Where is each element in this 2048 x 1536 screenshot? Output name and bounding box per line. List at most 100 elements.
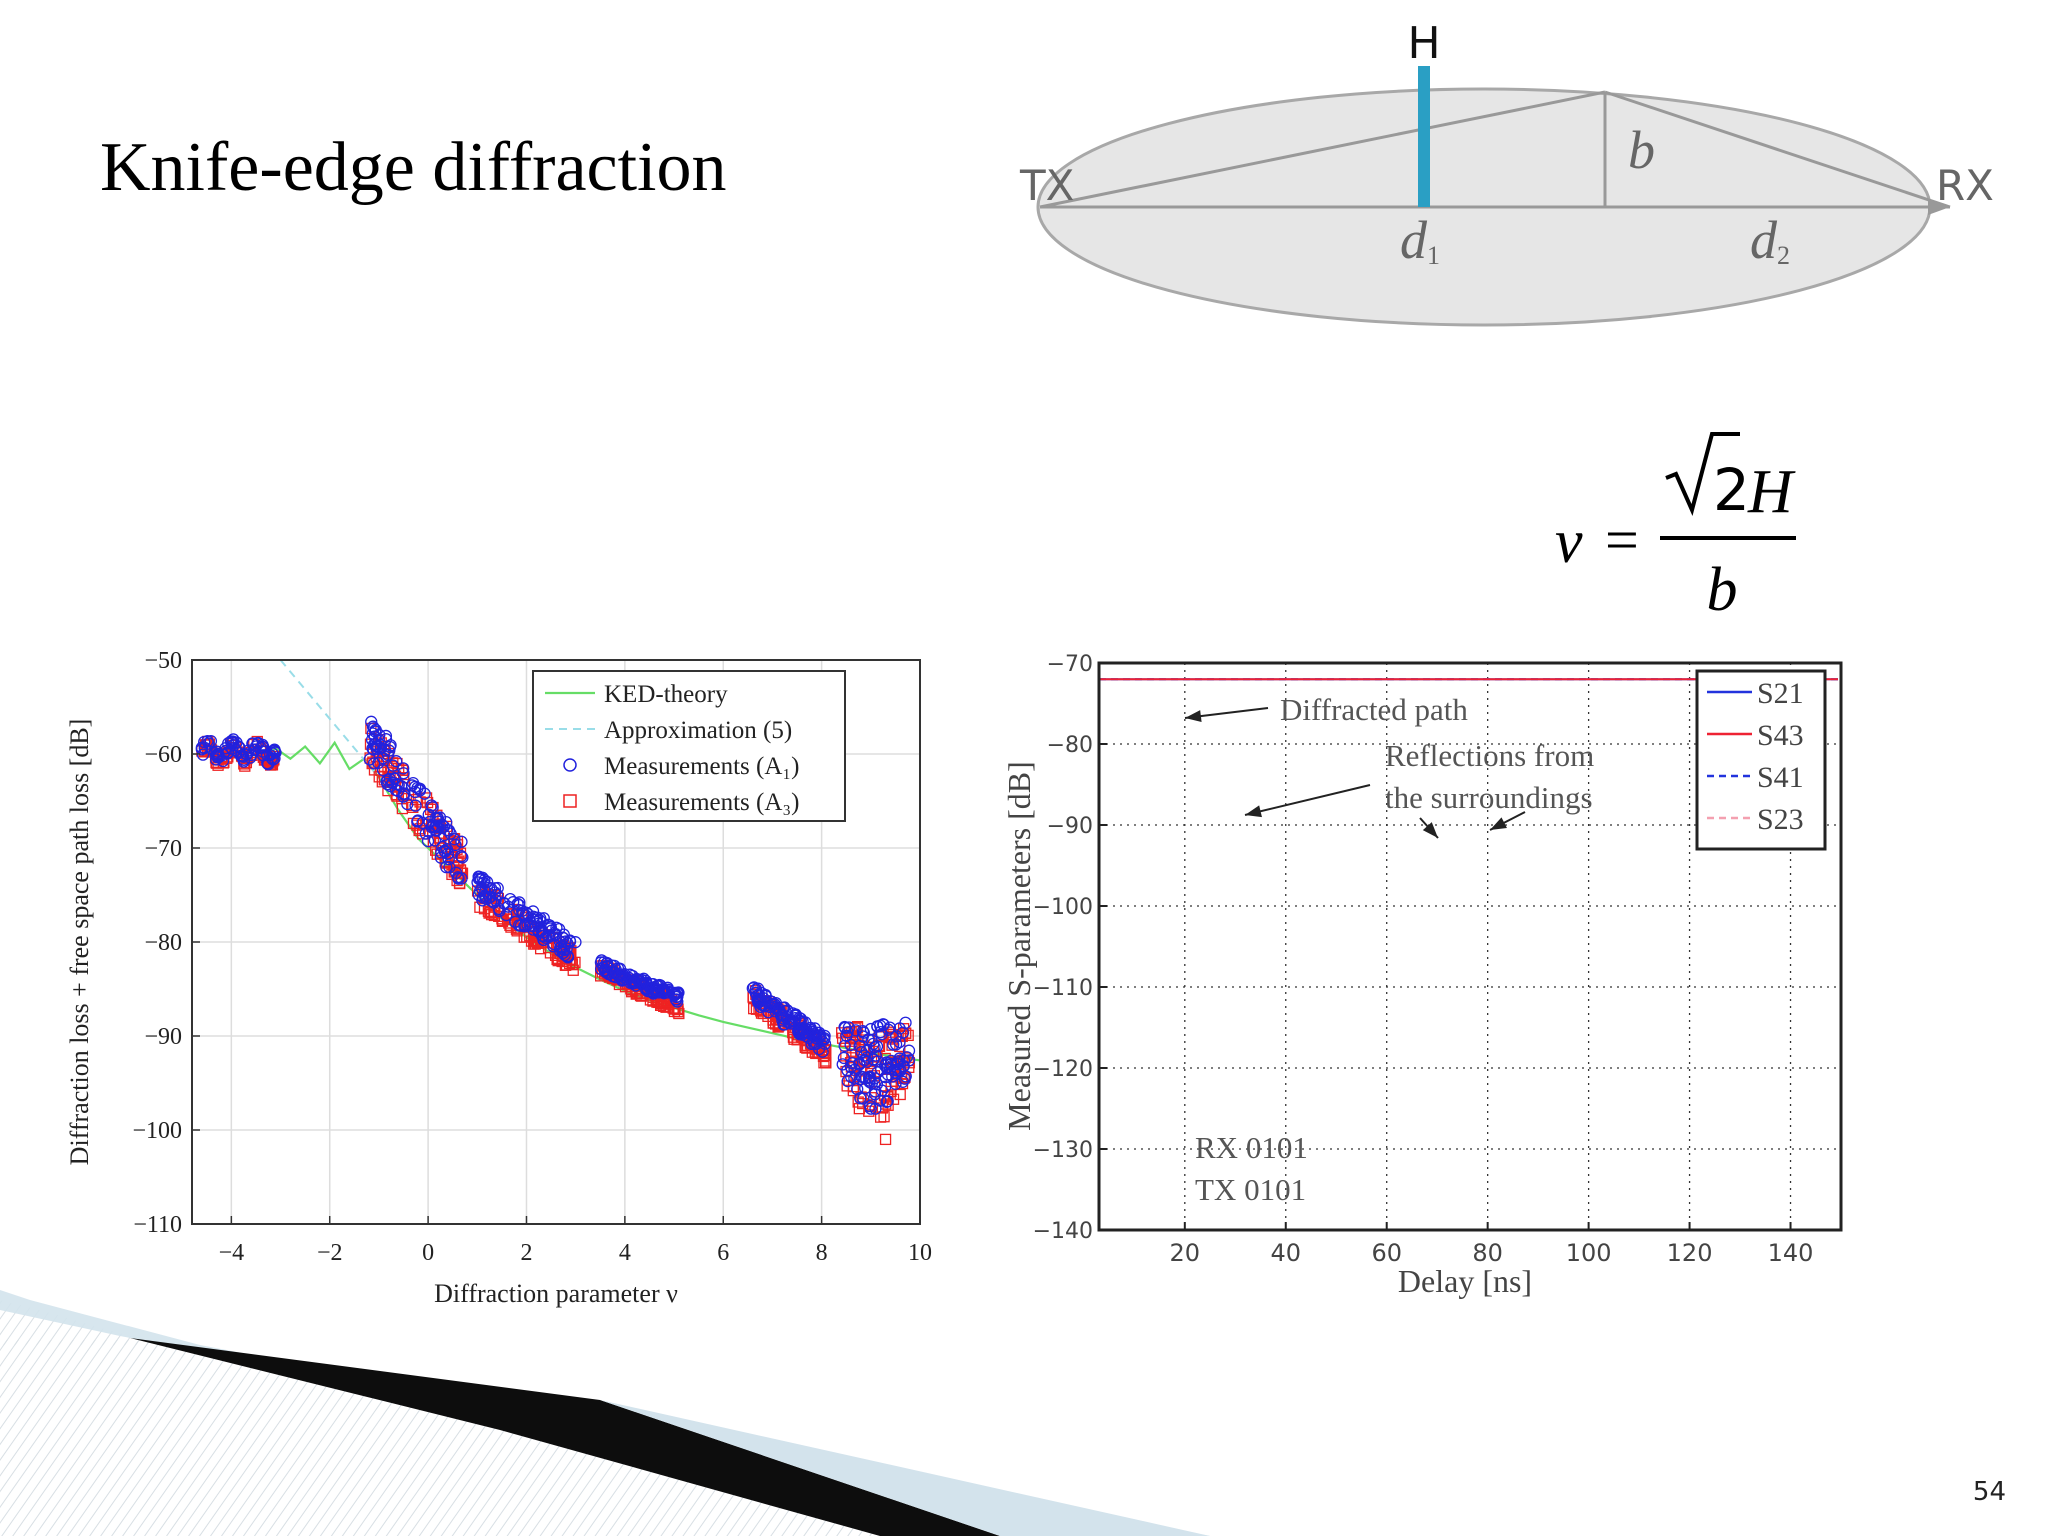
plot1-xtick-label: 4 [619,1240,631,1266]
measurement-a1-point [796,1022,809,1035]
measurement-a1-point [622,971,635,984]
page-number: 54 [1973,1477,2006,1507]
measurement-a3-point [529,936,541,948]
diffraction-parameter-formula: ν = 2 H b [1555,432,1796,624]
plot2-ylabel: Measured S-parameters [dB] [1001,761,1037,1131]
knife-edge-obstacle [1418,66,1430,207]
measurement-a3-point [863,1105,875,1117]
plot2-annotation-text: TX 0101 [1195,1172,1306,1207]
measurement-a1-point [373,728,386,742]
plot1-ytick-label: −60 [144,742,182,768]
plot2-xtick-label: 100 [1566,1239,1612,1267]
measurement-a1-point [902,1044,916,1057]
measurement-a1-point [409,799,422,812]
measurement-a1-point [856,1025,870,1038]
measurement-a1-point [870,1040,884,1053]
measurement-a1-point [813,1029,826,1043]
plot1-xtick-label: 0 [422,1240,434,1266]
ray-tx-apex [1039,90,1606,209]
measurement-a1-point [871,1020,884,1033]
plot2-xtick-label: 60 [1371,1239,1402,1267]
measurement-a1-point [594,963,608,976]
measurement-a1-point [209,753,223,766]
measurement-a1-point [841,1074,854,1088]
measurement-a1-point [757,991,770,1005]
measurement-a1-point [883,1021,897,1034]
plot1-ytick-label: −80 [144,930,182,956]
measurement-a1-point [864,1022,878,1036]
measurement-a1-point [838,1039,851,1053]
measurement-a1-point [256,749,270,762]
measurement-a1-point [785,1013,798,1027]
measurement-a1-point [863,1074,876,1087]
measurement-a1-point [753,995,766,1008]
label-rx: RX [1936,161,1994,210]
measurement-a1-point [857,1026,870,1039]
measurement-a1-point [438,844,451,857]
measurement-a1-point [418,787,431,800]
formula-equals: = [1605,507,1639,573]
measurement-a1-point [537,929,550,943]
measurement-a1-point [489,894,502,907]
measurement-a1-point [515,904,529,918]
measurement-a1-point [428,834,442,847]
plot2-frame [1097,661,1843,1232]
measurement-a3-point [427,836,439,848]
measurement-a1-point [653,978,666,992]
plot1-ytick-label: −70 [144,836,182,862]
measurement-a1-point [381,748,395,761]
measurement-a1-point [455,849,468,863]
measurement-a1-point [366,727,379,740]
measurement-a1-point [892,1064,905,1077]
arrow-reflections-head [1245,805,1262,818]
measurement-a1-point [479,885,492,898]
sqrt-sign [1665,432,1740,517]
measurement-a1-point [409,780,422,793]
legend1-key-circle [563,758,577,772]
slide-title: Knife-edge diffraction [100,129,726,206]
label-tx: TX [1019,161,1074,210]
plot2-legend: S21 S43 S41 S23 [1695,669,1827,851]
measurement-a1-point [201,735,214,748]
measurement-a1-point [893,1022,906,1035]
measurement-a1-point [898,1072,911,1085]
measurement-a1-point [426,801,439,814]
measurement-a1-point [448,833,461,846]
measurement-a1-point [880,1062,894,1075]
measurement-a1-point [746,982,759,995]
measurement-a1-point [198,741,211,755]
plot2-annotation-text: RX 0101 [1195,1130,1308,1165]
plot2-xtick-label: 80 [1472,1239,1503,1267]
legend1-label: Approximation (5) [604,717,792,744]
plot2-annotation-text: Diffracted path [1280,692,1468,727]
plot1-xtick-label: −4 [219,1240,245,1266]
plot1-xtick-label: 6 [717,1240,729,1266]
measurement-a1-point [397,762,410,775]
measurement-a1-point [425,799,438,812]
plot1-ylabel: Diffraction loss + free space path loss … [65,719,94,1166]
measurement-a1-point [625,974,638,988]
plot2-ytick-label: −100 [1033,895,1093,920]
legend2-label-s23: S23 [1757,803,1804,836]
measurement-a1-point [618,967,631,981]
plot2-xtick-label: 20 [1170,1239,1201,1267]
measurement-a1-point [439,815,453,829]
legend2-label-s21: S21 [1757,677,1804,710]
legend1-key-square [563,794,577,808]
arrow-reflection-2-head [1490,817,1507,830]
measurement-a1-point [870,1078,884,1091]
plot1-xtick-label: 8 [816,1240,828,1266]
measurement-a1-point [671,995,684,1008]
measurement-a1-point [443,861,456,874]
plot1-ytick-label: −90 [144,1024,182,1050]
measurement-a3-point [820,1056,832,1069]
measurement-a1-point [379,729,393,743]
measurement-a1-point [456,851,469,864]
plot2-xlabel: Delay [ns] [1398,1263,1532,1299]
measurement-a1-point [836,1058,849,1071]
plot2-xtick-label: 40 [1270,1239,1301,1267]
approximation-line [279,659,380,779]
measurement-a1-point [640,976,653,989]
arrow-reflection-1-head [1422,822,1438,838]
